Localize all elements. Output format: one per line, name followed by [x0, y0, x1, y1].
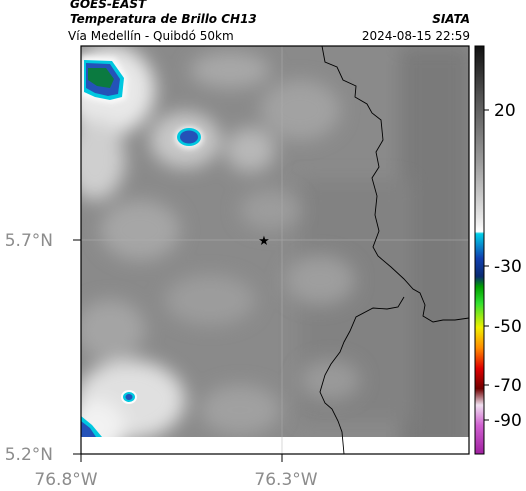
- colorbar-tick-label: -90: [494, 411, 522, 431]
- lon-tick-label: 76.8°W: [34, 470, 97, 490]
- colorbar-tick-label: 20: [494, 101, 516, 121]
- satellite-source: GOES-EAST: [70, 0, 147, 11]
- map-frame: [80, 45, 470, 455]
- no-data-strip: [81, 437, 469, 454]
- cold-cloud-tops: [81, 56, 203, 437]
- lat-tick-label: 5.2°N: [5, 445, 53, 465]
- grid-lines: [81, 46, 469, 454]
- location-marker-icon: ★: [258, 234, 270, 249]
- region-label: Vía Medellín - Quibdó 50km: [68, 29, 234, 43]
- department-borders: [319, 45, 470, 455]
- lon-tick-label: 76.3°W: [254, 470, 317, 490]
- colorbar: 20 -30 -50 -70 -90: [474, 45, 522, 455]
- colorbar-tick-label: -70: [494, 376, 522, 396]
- satellite-image: [81, 46, 469, 454]
- product-title: Temperatura de Brillo CH13: [70, 12, 257, 26]
- lat-tick-label: 5.7°N: [5, 231, 53, 251]
- colorbar-tick-label: -30: [494, 257, 522, 277]
- timestamp-label: 2024-08-15 22:59: [361, 29, 470, 43]
- colorbar-tick-label: -50: [494, 317, 522, 337]
- organization-label: SIATA: [432, 12, 470, 26]
- axis-ticks: [73, 239, 283, 462]
